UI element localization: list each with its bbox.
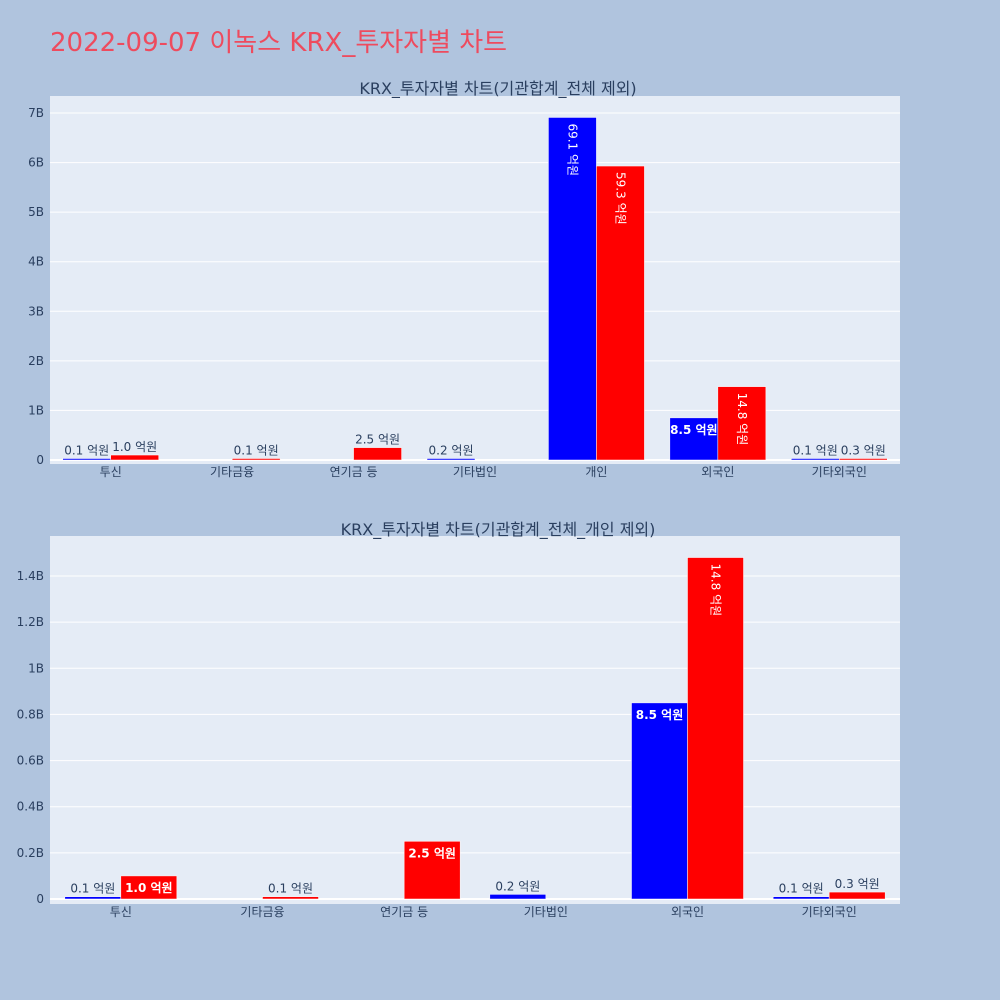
data-label: 8.5 억원 <box>636 708 684 722</box>
data-label: 0.1 억원 <box>64 444 109 458</box>
page-title: 2022-09-07 이녹스 KRX_투자자별 차트 <box>50 28 508 58</box>
x-tick-label: 기타금융 <box>240 905 284 919</box>
plot-area <box>50 96 900 464</box>
y-tick-label: 0 <box>36 892 44 906</box>
y-tick-label: 0.2B <box>17 846 44 860</box>
bar <box>717 386 767 461</box>
y-tick-label: 0.8B <box>17 707 44 721</box>
bar <box>828 891 886 900</box>
bar <box>64 896 122 900</box>
x-tick-label: 기타법인 <box>453 465 497 479</box>
x-tick-label: 외국인 <box>671 905 704 919</box>
bar <box>839 458 888 461</box>
x-tick-label: 투신 <box>100 465 122 479</box>
y-tick-label: 0.4B <box>17 800 44 814</box>
bar <box>62 458 111 461</box>
y-tick-label: 5B <box>28 205 44 219</box>
chart-2: KRX_투자자별 차트(기관합계_전체_개인 제외) 0 0.2B 0.4B 0.6B 0… <box>17 520 900 919</box>
x-tick-label: 개인 <box>585 465 607 479</box>
x-tick-label: 투신 <box>110 905 132 919</box>
data-label: 1.0 억원 <box>125 881 173 895</box>
data-label: 69.1 억원 <box>565 123 579 176</box>
data-label: 0.1 억원 <box>268 882 313 896</box>
x-tick-label: 기타외국인 <box>802 905 857 919</box>
data-label: 59.3 억원 <box>613 172 627 225</box>
data-label: 0.3 억원 <box>841 444 886 458</box>
data-label: 0.2 억원 <box>495 879 540 893</box>
bar <box>548 117 597 461</box>
data-label: 0.1 억원 <box>70 882 115 896</box>
x-tick-label: 기타금융 <box>210 465 254 479</box>
y-tick-label: 6B <box>28 156 44 170</box>
data-label: 0.1 억원 <box>779 882 824 896</box>
x-tick-label: 외국인 <box>701 465 734 479</box>
y-tick-label: 2B <box>28 354 44 368</box>
y-tick-label: 1.4B <box>17 569 44 583</box>
bar <box>596 165 645 461</box>
y-tick-label: 1.2B <box>17 615 44 629</box>
chart-1: KRX_투자자별 차트(기관합계_전체 제외) 0 1B 2B 3B 4B 5B 6B 7B 투신… <box>28 79 900 479</box>
chart-title: KRX_투자자별 차트(기관합계_전체 제외) <box>359 79 636 99</box>
data-label: 14.8 억원 <box>735 393 749 446</box>
bar <box>353 447 402 461</box>
data-label: 2.5 억원 <box>355 433 400 447</box>
data-label: 8.5 억원 <box>670 423 718 437</box>
x-tick-label: 연기금 등 <box>330 465 378 479</box>
bar <box>403 841 461 900</box>
x-tick-label: 기타외국인 <box>812 465 867 479</box>
bar <box>791 458 840 461</box>
y-tick-label: 7B <box>28 106 44 120</box>
bar <box>489 894 547 900</box>
data-label: 0.1 억원 <box>234 444 279 458</box>
bar <box>110 454 159 461</box>
data-label: 2.5 억원 <box>408 846 456 860</box>
bar <box>631 702 688 900</box>
y-tick-label: 1B <box>28 661 44 675</box>
bar <box>231 458 281 461</box>
bar <box>669 417 719 461</box>
data-label: 0.2 억원 <box>429 444 474 458</box>
data-label: 14.8 억원 <box>709 564 723 617</box>
y-tick-label: 4B <box>28 255 44 269</box>
data-label: 0.3 억원 <box>835 877 880 891</box>
data-label: 0.1 억원 <box>793 444 838 458</box>
chart-title: KRX_투자자별 차트(기관합계_전체_개인 제외) <box>341 520 656 540</box>
x-tick-label: 기타법인 <box>524 905 568 919</box>
bar <box>120 875 178 900</box>
y-tick-label: 3B <box>28 304 44 318</box>
y-tick-label: 0 <box>36 453 44 467</box>
bar <box>687 557 744 900</box>
x-tick-label: 연기금 등 <box>380 905 428 919</box>
bar <box>772 896 830 900</box>
plot-area <box>50 536 900 904</box>
y-tick-label: 0.6B <box>17 754 44 768</box>
y-tick-label: 1B <box>28 403 44 417</box>
bar <box>426 458 476 461</box>
data-label: 1.0 억원 <box>112 440 157 454</box>
bar <box>262 896 319 900</box>
